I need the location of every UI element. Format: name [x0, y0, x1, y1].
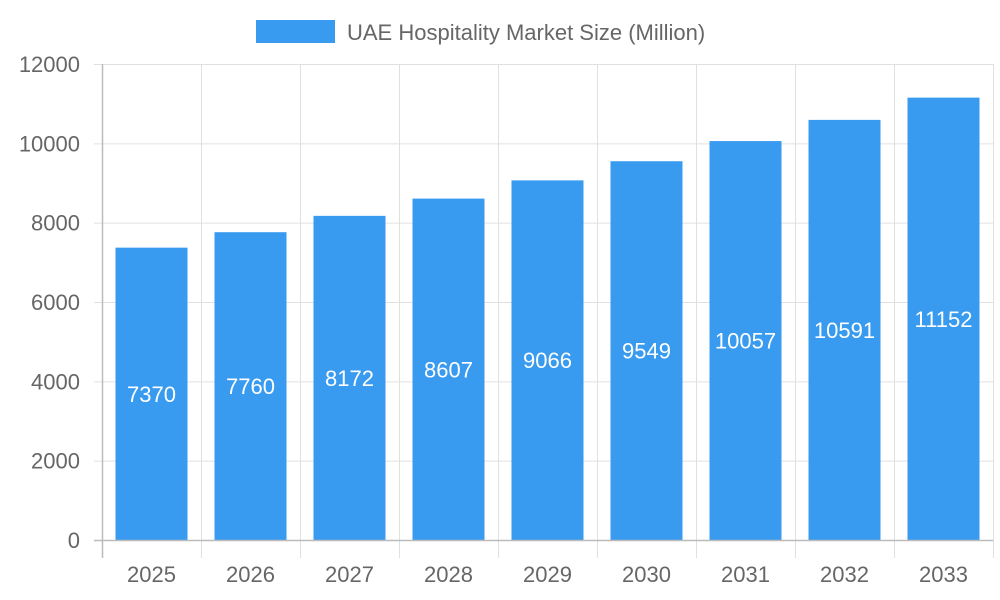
- bar-2033: [907, 97, 980, 541]
- y-tick-label: 12000: [19, 52, 80, 77]
- bar-2025: [115, 247, 188, 540]
- bar-2030: [610, 161, 683, 540]
- x-tick-label: 2028: [424, 562, 473, 587]
- bar-2031: [709, 141, 782, 540]
- data-label: 11152: [915, 307, 973, 332]
- x-tick-label: 2027: [325, 562, 374, 587]
- x-tick-label: 2031: [721, 562, 770, 587]
- y-tick-label: 0: [68, 528, 80, 553]
- data-label: 10591: [814, 318, 875, 343]
- x-tick-label: 2026: [226, 562, 275, 587]
- bar-2032: [808, 119, 881, 541]
- data-label: 10057: [715, 329, 776, 354]
- bar-2029: [511, 180, 584, 540]
- legend: UAE Hospitality Market Size (Million): [256, 20, 705, 45]
- x-tick-label: 2029: [523, 562, 572, 587]
- legend-label: UAE Hospitality Market Size (Million): [347, 20, 705, 45]
- bar-2028: [412, 198, 485, 541]
- bar-2026: [214, 232, 287, 541]
- y-tick-label: 10000: [19, 131, 80, 156]
- legend-swatch: [256, 20, 335, 43]
- y-tick-label: 2000: [31, 449, 80, 474]
- y-tick-label: 4000: [31, 369, 80, 394]
- data-label: 9549: [622, 339, 671, 364]
- x-tick-label: 2025: [127, 562, 176, 587]
- data-label: 7760: [226, 374, 275, 399]
- data-label: 7370: [127, 382, 176, 407]
- data-label: 8172: [325, 366, 374, 391]
- y-tick-label: 6000: [31, 290, 80, 315]
- data-label: 9066: [523, 348, 572, 373]
- x-tick-label: 2033: [919, 562, 968, 587]
- y-tick-label: 8000: [31, 211, 80, 236]
- bar-2027: [313, 215, 386, 540]
- x-tick-label: 2032: [820, 562, 869, 587]
- x-tick-label: 2030: [622, 562, 671, 587]
- data-label: 8607: [424, 357, 473, 382]
